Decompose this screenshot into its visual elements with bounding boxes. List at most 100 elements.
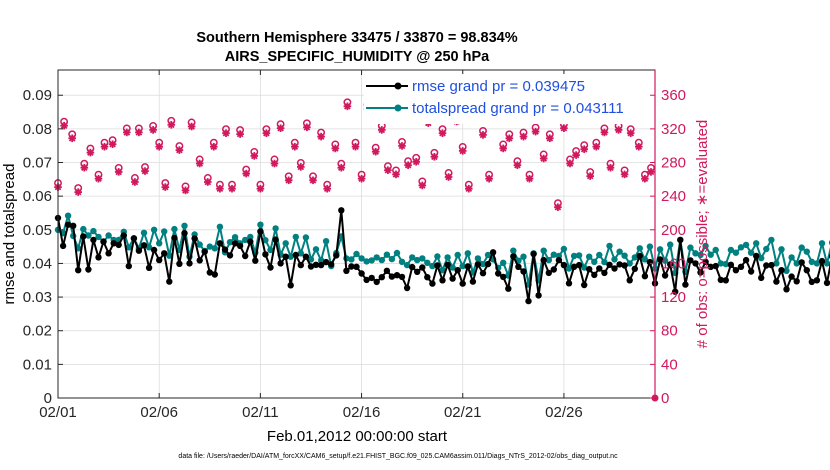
rmse-point bbox=[581, 281, 588, 289]
rmse-point bbox=[333, 252, 340, 259]
obs-count-point bbox=[68, 130, 77, 143]
left-y-tick-label: 0.07 bbox=[23, 155, 52, 172]
obs-count-point bbox=[134, 124, 143, 137]
obs-count-point bbox=[302, 119, 311, 132]
obs-count-point bbox=[80, 159, 89, 172]
obs-evaluated-marker bbox=[615, 126, 622, 134]
obs-evaluated-marker bbox=[592, 143, 600, 151]
x-tick-label: 02/11 bbox=[242, 404, 278, 421]
totalspread-point bbox=[459, 262, 466, 270]
obs-evaluated-marker bbox=[109, 140, 116, 148]
obs-count-point bbox=[606, 159, 615, 172]
obs-count-point bbox=[539, 150, 548, 163]
totalspread-point bbox=[449, 264, 456, 271]
obs-evaluated-marker bbox=[392, 171, 400, 178]
rmse-point bbox=[707, 263, 714, 270]
obs-evaluated-marker bbox=[431, 153, 438, 161]
rmse-point bbox=[682, 281, 689, 288]
totalspread-point bbox=[282, 240, 289, 247]
obs-count-point bbox=[398, 137, 406, 150]
obs-count-point bbox=[418, 177, 427, 190]
obs-evaluated-marker bbox=[647, 168, 655, 176]
totalspread-point bbox=[813, 260, 821, 267]
rmse-point bbox=[322, 258, 330, 266]
right-y-tick-label: 360 bbox=[661, 87, 686, 104]
rmse-point bbox=[90, 236, 97, 244]
obs-evaluated-marker bbox=[331, 145, 339, 152]
rmse-point bbox=[373, 278, 380, 286]
rmse-point bbox=[601, 269, 608, 277]
totalspread-point bbox=[646, 243, 654, 250]
rmse-point bbox=[545, 269, 552, 277]
rmse-point bbox=[667, 261, 674, 268]
rmse-point bbox=[196, 257, 203, 264]
obs-count-point bbox=[149, 121, 158, 134]
rmse-point bbox=[621, 262, 628, 269]
totalspread-point bbox=[545, 256, 552, 264]
obs-evaluated-marker bbox=[74, 188, 82, 196]
totalspread-point bbox=[434, 253, 441, 260]
totalspread-point bbox=[550, 251, 557, 258]
totalspread-point bbox=[150, 226, 158, 233]
x-tick-label: 02/06 bbox=[140, 404, 178, 421]
obs-count-point bbox=[331, 140, 340, 153]
totalspread-point bbox=[768, 236, 775, 244]
rmse-point bbox=[156, 256, 163, 264]
totalspread-point bbox=[292, 233, 299, 241]
totalspread-point bbox=[581, 264, 588, 271]
rmse-series bbox=[54, 207, 830, 305]
x-tick-label: 02/26 bbox=[545, 404, 583, 421]
obs-evaluated-marker bbox=[404, 161, 412, 169]
obs-evaluated-marker bbox=[87, 149, 94, 156]
totalspread-point bbox=[591, 258, 598, 265]
rmse-point bbox=[737, 263, 745, 270]
rmse-point bbox=[150, 246, 158, 254]
rmse-point bbox=[550, 266, 557, 273]
totalspread-point bbox=[287, 253, 294, 260]
rmse-point bbox=[530, 250, 537, 258]
obs-evaluated-marker bbox=[236, 130, 244, 138]
totalspread-point bbox=[216, 223, 224, 230]
totalspread-point bbox=[803, 248, 810, 255]
totalspread-point bbox=[464, 250, 471, 257]
rmse-point bbox=[763, 262, 770, 269]
totalspread-point bbox=[575, 252, 583, 259]
obs-evaluated-marker bbox=[271, 160, 278, 167]
left-y-tick-label: 0.05 bbox=[23, 222, 52, 239]
obs-evaluated-marker bbox=[337, 164, 345, 172]
obs-evaluated-marker bbox=[228, 185, 236, 193]
rmse-point bbox=[500, 273, 507, 281]
rmse-point bbox=[727, 261, 735, 268]
left-y-tick-label: 0.06 bbox=[23, 188, 52, 205]
rmse-point bbox=[247, 238, 254, 245]
obs-count-point bbox=[525, 170, 534, 183]
left-y-tick-label: 0.01 bbox=[23, 356, 52, 373]
rmse-point bbox=[277, 260, 284, 267]
rmse-point bbox=[161, 250, 168, 257]
obs-evaluated-marker bbox=[412, 158, 420, 166]
obs-evaluated-marker bbox=[68, 134, 76, 142]
rmse-point bbox=[565, 280, 573, 287]
totalspread-point bbox=[226, 239, 234, 246]
rmse-point bbox=[510, 253, 517, 260]
rmse-point bbox=[171, 234, 178, 242]
obs-count-point bbox=[572, 147, 581, 159]
obs-count-point bbox=[383, 162, 392, 174]
rmse-point bbox=[454, 267, 461, 274]
rmse-point bbox=[555, 256, 563, 264]
rmse-point bbox=[145, 264, 153, 271]
rmse-point bbox=[813, 277, 821, 284]
totalspread-point bbox=[297, 250, 304, 257]
rmse-point bbox=[267, 264, 274, 271]
totalspread-point bbox=[616, 248, 623, 255]
obs-count-point bbox=[323, 180, 332, 193]
obs-evaluated-marker bbox=[161, 183, 169, 191]
obs-evaluated-marker bbox=[297, 163, 305, 171]
totalspread-point bbox=[722, 260, 729, 268]
obs-count-point bbox=[519, 128, 528, 141]
rmse-point bbox=[378, 274, 385, 281]
x-tick-label: 02/21 bbox=[444, 404, 482, 421]
rmse-point bbox=[793, 278, 800, 285]
rmse-point bbox=[732, 267, 740, 274]
obs-count-point bbox=[499, 140, 508, 153]
